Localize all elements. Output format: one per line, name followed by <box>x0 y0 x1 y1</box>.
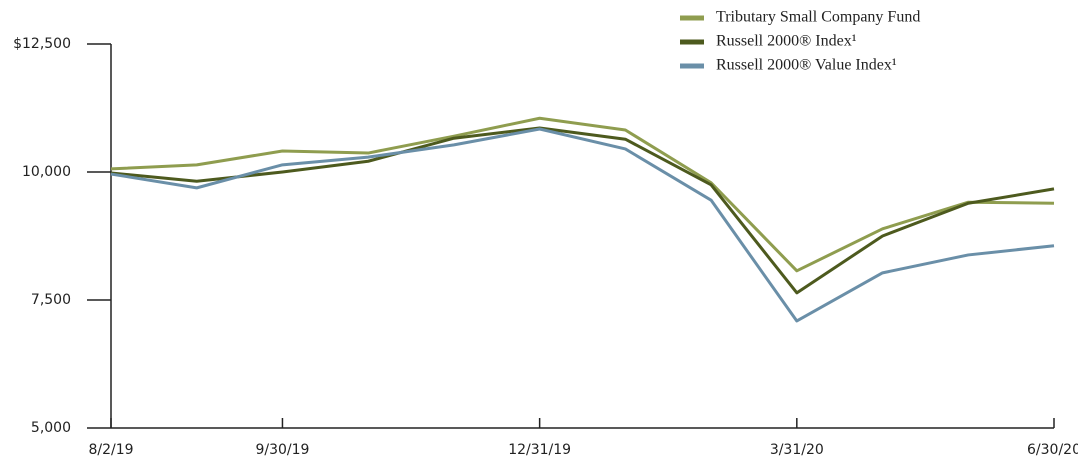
legend-label: Russell 2000® Index¹ <box>716 33 857 50</box>
series-line <box>110 127 1055 323</box>
series-line <box>110 116 1055 273</box>
legend-label: Tributary Small Company Fund <box>716 9 920 26</box>
y-tick-label: 10,000 <box>22 164 71 180</box>
y-tick-label: 5,000 <box>31 420 71 436</box>
y-tick-label: 7,500 <box>31 292 71 308</box>
x-tick-label: 8/2/19 <box>88 442 133 458</box>
x-tick-label: 3/31/20 <box>770 442 824 458</box>
x-tick-label: 12/31/19 <box>508 442 571 458</box>
x-tick-label: 9/30/19 <box>255 442 309 458</box>
x-tick-label: 6/30/20 <box>1027 442 1078 458</box>
legend-label: Russell 2000® Value Index¹ <box>716 57 897 74</box>
series-line <box>110 126 1055 295</box>
y-tick-label: $12,500 <box>13 36 71 52</box>
